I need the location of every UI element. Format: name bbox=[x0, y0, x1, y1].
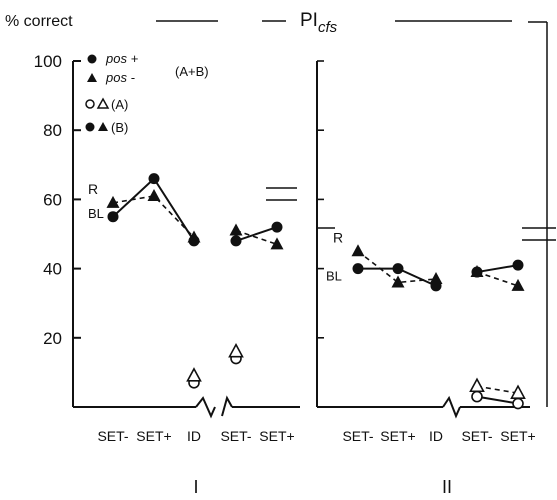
panel-title-2: II bbox=[442, 477, 452, 497]
panel-1-ref-label-r: R bbox=[88, 181, 98, 197]
panel-ii-axis-break bbox=[442, 395, 461, 419]
legend-label-pos-plus: pos + bbox=[105, 51, 139, 66]
legend-open-circle-icon bbox=[85, 99, 95, 109]
panel-1-point-open-triangle-1-0 bbox=[228, 342, 244, 358]
y-tick-label-80: 80 bbox=[43, 121, 62, 140]
y-axis-label: % correct bbox=[5, 13, 73, 30]
y-tick-label-60: 60 bbox=[43, 190, 62, 209]
reference-labels: R BL R BL bbox=[88, 181, 343, 283]
panel-1-ref-label-bl: BL bbox=[88, 206, 104, 221]
y-ticks: 20 40 60 80 100 bbox=[34, 52, 324, 348]
panel-1-x-label-1: SET+ bbox=[136, 428, 171, 444]
panel-2-series-filled-triangle-line-2 bbox=[476, 271, 519, 287]
data-series bbox=[106, 173, 526, 410]
legend-filled-triangle-b-icon bbox=[98, 122, 108, 131]
panel-2-point-filled-triangle-0-0 bbox=[351, 244, 365, 257]
legend-label-pos-minus: pos - bbox=[105, 70, 136, 85]
panel-2-point-filled-circle-0-0 bbox=[352, 263, 364, 275]
panel-2-x-label-2: ID bbox=[429, 428, 443, 444]
legend-label-b: (B) bbox=[111, 120, 128, 135]
panel-2-x-label-0: SET- bbox=[342, 428, 373, 444]
right-axis-label: PIcfs bbox=[300, 10, 338, 36]
panel-2-series-open-triangle-line-2 bbox=[476, 385, 519, 394]
panel-2-x-label-4: SET+ bbox=[500, 428, 535, 444]
panel-1-point-filled-circle-0-1 bbox=[148, 173, 160, 185]
panel-1-series-filled-triangle-line-1 bbox=[112, 195, 195, 239]
panel-2-ref-label-r: R bbox=[333, 229, 343, 245]
y-tick-label-40: 40 bbox=[43, 260, 62, 279]
panel-2-point-open-circle-1-1 bbox=[512, 397, 524, 410]
panel-1-point-open-triangle-0-2 bbox=[186, 367, 202, 382]
legend: pos + pos - (A+B) (A) (B) bbox=[85, 51, 209, 135]
panel-1-x-label-4: SET+ bbox=[259, 428, 294, 444]
panel-1-point-filled-triangle-0-0 bbox=[106, 195, 120, 208]
panel-2-point-open-triangle-1-0 bbox=[469, 377, 485, 393]
panel-1-point-filled-circle-1-0 bbox=[230, 235, 242, 247]
panel-1-point-filled-triangle-0-2 bbox=[187, 230, 201, 243]
panel-1-point-filled-triangle-1-1 bbox=[270, 237, 284, 250]
panel-2-series-filled-triangle-line-1 bbox=[357, 250, 437, 284]
legend-label-ab: (A+B) bbox=[175, 64, 209, 79]
panel-i-axis-break-2 bbox=[221, 395, 233, 417]
panel-i bbox=[72, 61, 300, 419]
panel-ii bbox=[316, 21, 556, 419]
panel-2-series-filled-circle-line-2 bbox=[476, 264, 519, 274]
panel-1-x-label-0: SET- bbox=[97, 428, 128, 444]
panel-2-point-filled-circle-1-1 bbox=[512, 259, 524, 271]
panel-2-point-filled-triangle-1-1 bbox=[511, 278, 525, 291]
panel-2-point-filled-triangle-1-0 bbox=[470, 265, 484, 278]
panel-title-1: I bbox=[193, 477, 198, 497]
panel-2-point-filled-circle-0-1 bbox=[392, 263, 404, 275]
panel-2-ref-label-bl: BL bbox=[326, 269, 342, 284]
x-tick-labels: SET- SET+ ID SET- SET+ SET- SET+ ID SET- SET+ bbox=[97, 428, 535, 444]
panel-titles: I II bbox=[193, 477, 452, 497]
panel-1-x-label-2: ID bbox=[187, 428, 201, 444]
panel-1-series-filled-triangle-line-2 bbox=[235, 229, 278, 246]
legend-filled-triangle-icon bbox=[87, 73, 97, 82]
panel-i-axis-break bbox=[195, 396, 216, 419]
panel-1-series-filled-circle-line-1 bbox=[112, 177, 195, 242]
legend-filled-circle-icon bbox=[87, 54, 97, 64]
panel-1-point-filled-triangle-0-1 bbox=[147, 188, 161, 201]
panel-1-series-filled-circle-line-2 bbox=[235, 226, 278, 242]
y-tick-label-100: 100 bbox=[34, 52, 62, 71]
right-axis-label-sub: cfs bbox=[318, 19, 338, 36]
panel-1-x-label-3: SET- bbox=[220, 428, 251, 444]
panel-2-point-filled-triangle-0-2 bbox=[429, 271, 443, 284]
legend-filled-circle-b-icon bbox=[85, 122, 95, 132]
legend-open-triangle-icon bbox=[96, 97, 110, 109]
panel-2-x-label-3: SET- bbox=[461, 428, 492, 444]
panel-2-point-open-triangle-1-1 bbox=[510, 384, 526, 399]
panel-2-point-filled-triangle-0-1 bbox=[391, 275, 405, 288]
legend-label-a: (A) bbox=[111, 97, 128, 112]
panel-1-point-filled-circle-1-1 bbox=[271, 221, 283, 233]
panel-1-point-filled-triangle-1-0 bbox=[229, 223, 243, 236]
y-tick-label-20: 20 bbox=[43, 329, 62, 348]
panel-2-point-open-circle-1-0 bbox=[471, 390, 483, 403]
panel-2-series-open-circle-line-2 bbox=[476, 395, 519, 405]
panel-1-point-filled-circle-0-0 bbox=[107, 211, 119, 223]
panel-2-x-label-1: SET+ bbox=[380, 428, 415, 444]
